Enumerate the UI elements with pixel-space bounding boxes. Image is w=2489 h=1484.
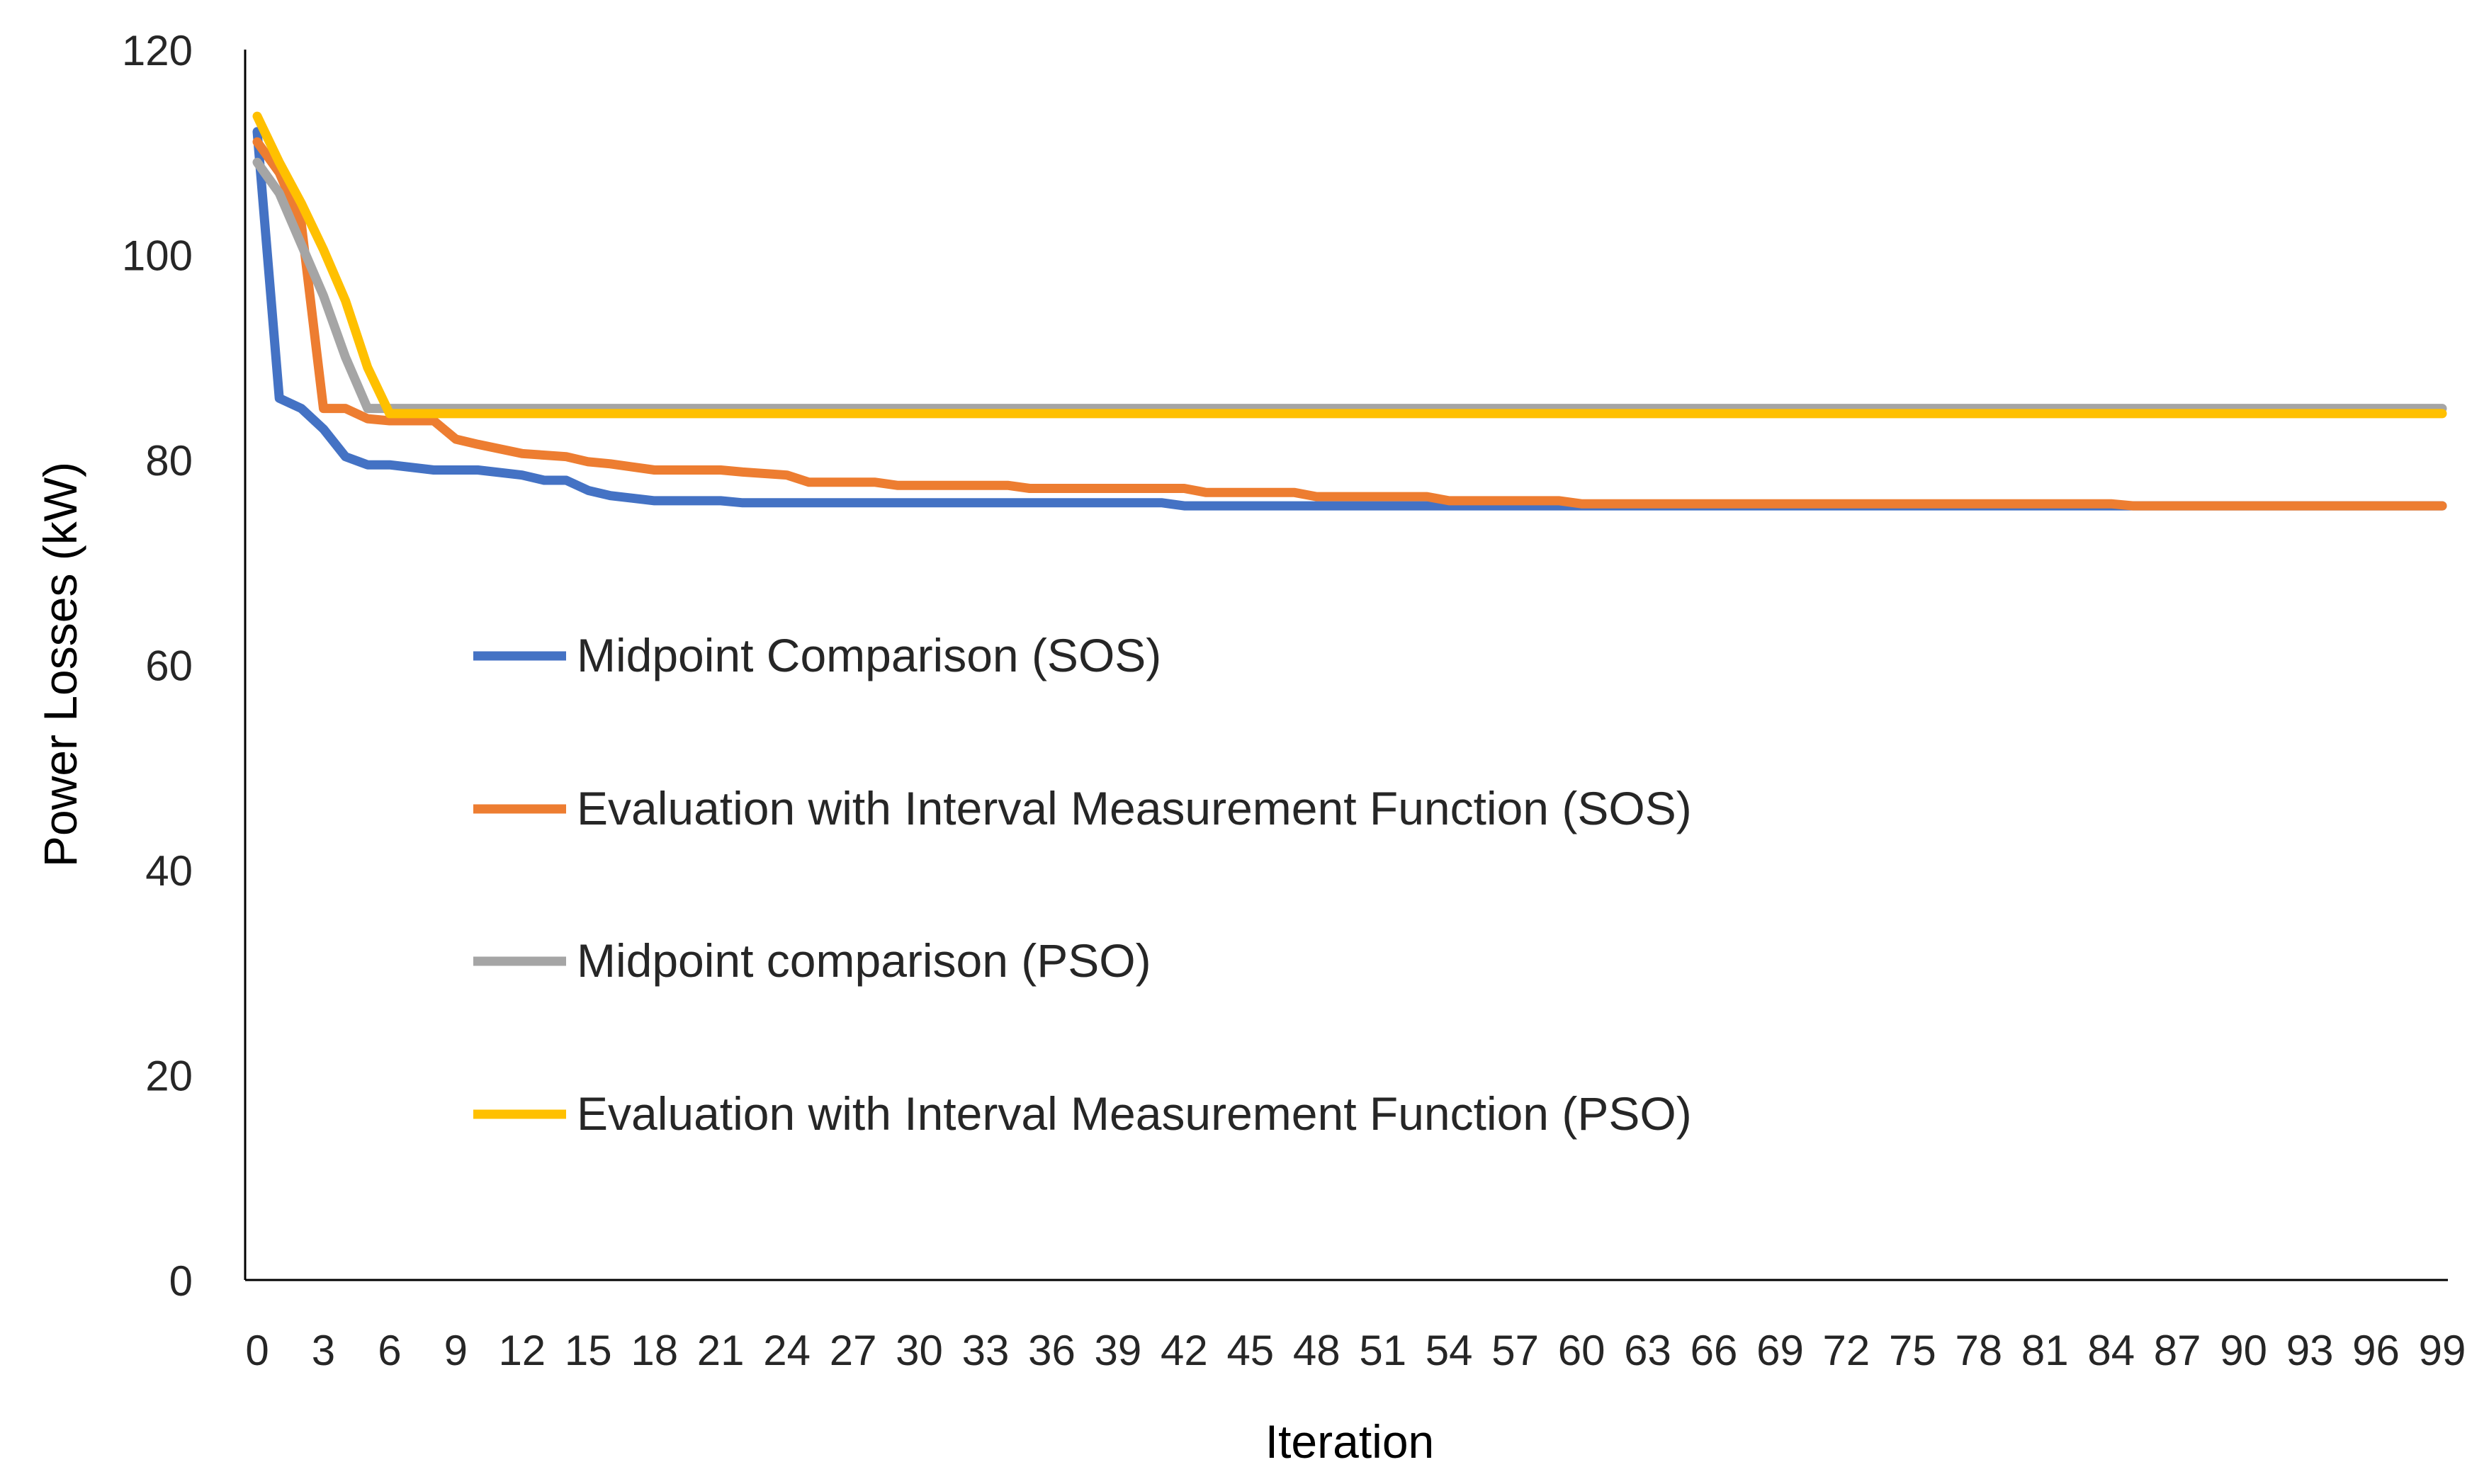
series-line-2 (252, 137, 2447, 511)
y-tick-label: 80 (145, 437, 193, 485)
x-tick-label: 60 (1558, 1327, 1605, 1374)
y-tick-label: 100 (122, 232, 193, 280)
x-tick-label: 81 (2021, 1327, 2069, 1374)
x-tick-label: 63 (1624, 1327, 1671, 1374)
x-tick-label: 33 (962, 1327, 1010, 1374)
x-tick-label: 51 (1359, 1327, 1406, 1374)
x-tick-label: 30 (896, 1327, 943, 1374)
y-tick-labels: 0 20 40 60 80 100 120 (122, 27, 193, 1305)
x-tick-label: 66 (1691, 1327, 1738, 1374)
x-axis-title: Iteration (1265, 1415, 1434, 1468)
x-tick-labels: 0 3 6 9 12 15 18 21 24 27 30 33 36 39 42 45 48 51 54 57 60 63… (245, 1327, 2466, 1374)
y-tick-label: 0 (169, 1257, 193, 1305)
x-tick-label: 54 (1426, 1327, 1473, 1374)
x-tick-label: 96 (2352, 1327, 2400, 1374)
legend-label-3: Midpoint comparison (PSO) (577, 934, 1151, 987)
x-tick-label: 69 (1756, 1327, 1804, 1374)
x-tick-label: 3 (312, 1327, 335, 1374)
y-tick-label: 120 (122, 27, 193, 74)
x-tick-label: 45 (1226, 1327, 1274, 1374)
x-tick-label: 99 (2419, 1327, 2466, 1374)
y-tick-label: 60 (145, 642, 193, 690)
x-tick-label: 72 (1823, 1327, 1870, 1374)
legend-label-2: Evaluation with Interval Measurement Fun… (577, 782, 1692, 834)
x-tick-label: 78 (1955, 1327, 2002, 1374)
x-tick-label: 87 (2154, 1327, 2201, 1374)
y-tick-label: 40 (145, 847, 193, 895)
x-tick-label: 9 (444, 1327, 468, 1374)
x-tick-label: 90 (2220, 1327, 2267, 1374)
legend-label-4: Evaluation with Interval Measurement Fun… (577, 1087, 1692, 1140)
legend: Midpoint Comparison (SOS) Evaluation with… (473, 629, 1692, 1140)
series-line-3 (252, 157, 2447, 414)
x-tick-label: 12 (498, 1327, 546, 1374)
x-tick-label: 6 (378, 1327, 401, 1374)
x-tick-label: 36 (1028, 1327, 1076, 1374)
x-tick-label: 48 (1293, 1327, 1341, 1374)
y-tick-label: 20 (145, 1053, 193, 1100)
x-tick-label: 27 (830, 1327, 877, 1374)
x-tick-label: 93 (2286, 1327, 2334, 1374)
x-tick-label: 0 (245, 1327, 269, 1374)
y-axis-title: Power Losses (kW) (34, 462, 86, 867)
x-tick-label: 39 (1095, 1327, 1142, 1374)
series-line-1 (252, 127, 2447, 511)
x-tick-label: 21 (697, 1327, 745, 1374)
x-tick-label: 18 (631, 1327, 678, 1374)
series-layer (252, 111, 2447, 511)
x-tick-label: 84 (2087, 1327, 2135, 1374)
legend-label-1: Midpoint Comparison (SOS) (577, 629, 1161, 681)
x-tick-label: 75 (1889, 1327, 1936, 1374)
x-tick-label: 42 (1161, 1327, 1208, 1374)
x-tick-label: 24 (763, 1327, 811, 1374)
x-tick-label: 15 (565, 1327, 612, 1374)
x-tick-label: 57 (1491, 1327, 1539, 1374)
series-line-4 (252, 111, 2447, 419)
